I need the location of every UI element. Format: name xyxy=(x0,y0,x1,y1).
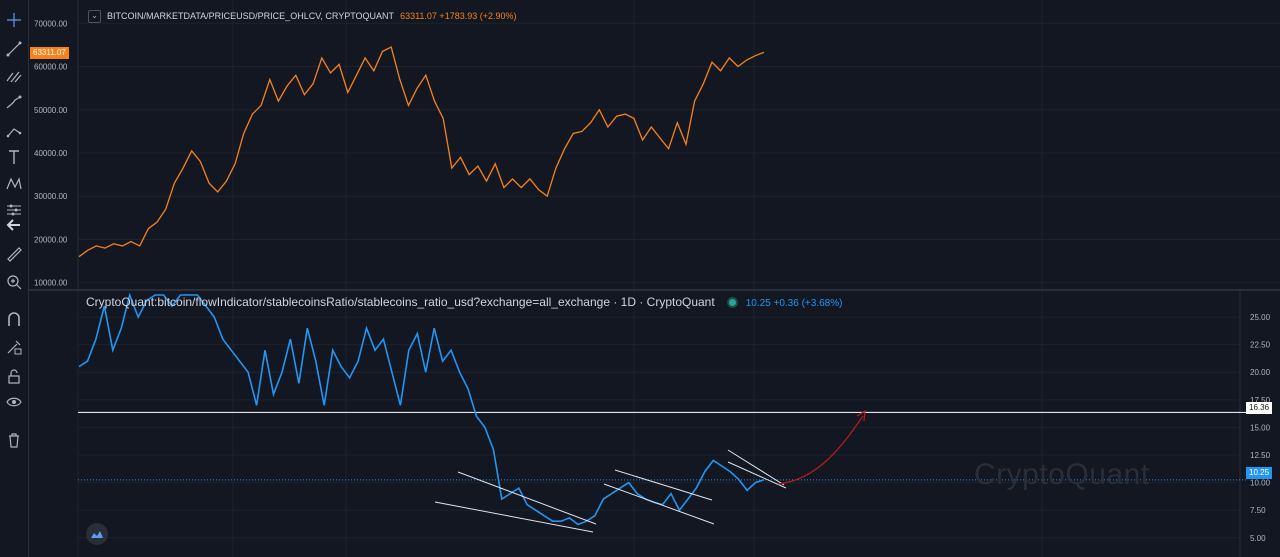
trendline-drawing xyxy=(434,501,594,533)
price-axis-tick-label: 20000.00 xyxy=(34,235,68,244)
magnet-icon xyxy=(8,312,20,326)
indicator-axis-tick-label: 12.50 xyxy=(1250,451,1271,460)
ruler-tool[interactable] xyxy=(0,242,28,266)
price-axis-tick-label: 60000.00 xyxy=(34,63,68,72)
price-axis-tick-label: 70000.00 xyxy=(34,19,68,28)
lock-tool[interactable] xyxy=(0,364,28,388)
crosshair-icon xyxy=(7,13,21,27)
fib-tool[interactable] xyxy=(0,64,28,88)
last-value-label: 10.25 xyxy=(1246,467,1273,479)
price-axis-tick-label: 50000.00 xyxy=(34,106,68,115)
lock-icon xyxy=(8,369,20,384)
trendline-drawing xyxy=(457,471,597,525)
indicator-axis-tick-label: 10.00 xyxy=(1250,479,1271,488)
projection-curve xyxy=(777,415,864,485)
price-symbol-label: BITCOIN/MARKETDATA/PRICEUSD/PRICE_OHLCV,… xyxy=(107,10,395,21)
price-axis-tick-label: 10000.00 xyxy=(34,279,68,288)
drawing-toolbar xyxy=(0,0,29,557)
price-axis-tick-label: 30000.00 xyxy=(34,192,68,201)
crosshair-tool[interactable] xyxy=(0,8,28,32)
indicator-axis-tick-label: 15.00 xyxy=(1250,423,1271,432)
last-price-label: 63311.07 xyxy=(30,47,69,59)
indicator-axis-tick-label: 7.50 xyxy=(1250,506,1266,515)
fib-icon xyxy=(6,71,22,83)
indicator-axis-tick-label: 20.00 xyxy=(1250,368,1271,377)
lock-drawing-icon xyxy=(7,340,22,355)
chart-canvas[interactable]: 10000.00 20000.00 30000.00 40000.00 50000.00… xyxy=(28,0,1280,557)
back-arrow-icon xyxy=(6,219,20,231)
price-series-line xyxy=(78,46,765,258)
chart-area[interactable]: 10000.00 20000.00 30000.00 40000.00 50000.00… xyxy=(28,0,1280,557)
indicator-axis-tick-label: 17.50 xyxy=(1250,396,1271,405)
price-values-label: 63311.07 +1783.93 (+2.90%) xyxy=(400,10,517,21)
cloud-logo-icon xyxy=(91,531,103,538)
collapse-button[interactable]: ⌄ xyxy=(88,10,101,23)
indicator-axis-tick-label: 25.00 xyxy=(1250,313,1271,322)
eye-icon xyxy=(6,397,22,407)
text-icon xyxy=(9,150,19,164)
eye-tool[interactable] xyxy=(0,390,28,414)
zoom-icon xyxy=(7,275,22,290)
projection-arrowhead xyxy=(856,409,866,422)
pattern-tool[interactable] xyxy=(0,172,28,196)
forecast-icon xyxy=(7,204,21,216)
zoom-tool[interactable] xyxy=(0,270,28,294)
price-legend: ⌄ BITCOIN/MARKETDATA/PRICEUSD/PRICE_OHLCV… xyxy=(88,10,517,23)
lock-drawing-tool[interactable] xyxy=(0,335,28,359)
trend-line-icon xyxy=(6,41,22,57)
trendline-drawing xyxy=(727,449,785,486)
pattern-icon xyxy=(6,177,22,190)
level-label: 16.36 xyxy=(1246,402,1273,414)
path-icon xyxy=(6,128,22,138)
indicator-axis-tick-label: 22.50 xyxy=(1250,341,1271,350)
brush-icon xyxy=(6,95,22,109)
text-tool[interactable] xyxy=(0,145,28,169)
logo-button[interactable] xyxy=(86,523,108,545)
magnet-tool[interactable] xyxy=(0,307,28,331)
indicator-title: CryptoQuant:bitcoin/flowIndicator/stable… xyxy=(86,295,715,309)
indicator-values-label: 10.25 +0.36 (+3.68%) xyxy=(745,298,843,309)
trash-icon xyxy=(9,433,19,448)
trend-line-tool[interactable] xyxy=(0,37,28,61)
trendline-drawing xyxy=(727,461,787,489)
status-dot-icon xyxy=(728,299,736,307)
forecast-tool[interactable] xyxy=(0,198,28,222)
watermark: CryptoQuant xyxy=(974,458,1150,491)
price-axis-tick-label: 40000.00 xyxy=(34,149,68,158)
trendline-drawing xyxy=(603,483,715,525)
back-arrow-tool[interactable] xyxy=(0,213,28,237)
trendline-drawing xyxy=(614,469,713,501)
indicator-axis-tick-label: 5.00 xyxy=(1250,534,1266,543)
brush-tool[interactable] xyxy=(0,91,28,115)
ruler-icon xyxy=(7,247,22,262)
trash-tool[interactable] xyxy=(0,428,28,452)
path-tool[interactable] xyxy=(0,118,28,142)
indicator-series-line xyxy=(78,292,765,526)
indicator-legend: CryptoQuant:bitcoin/flowIndicator/stable… xyxy=(86,295,842,309)
